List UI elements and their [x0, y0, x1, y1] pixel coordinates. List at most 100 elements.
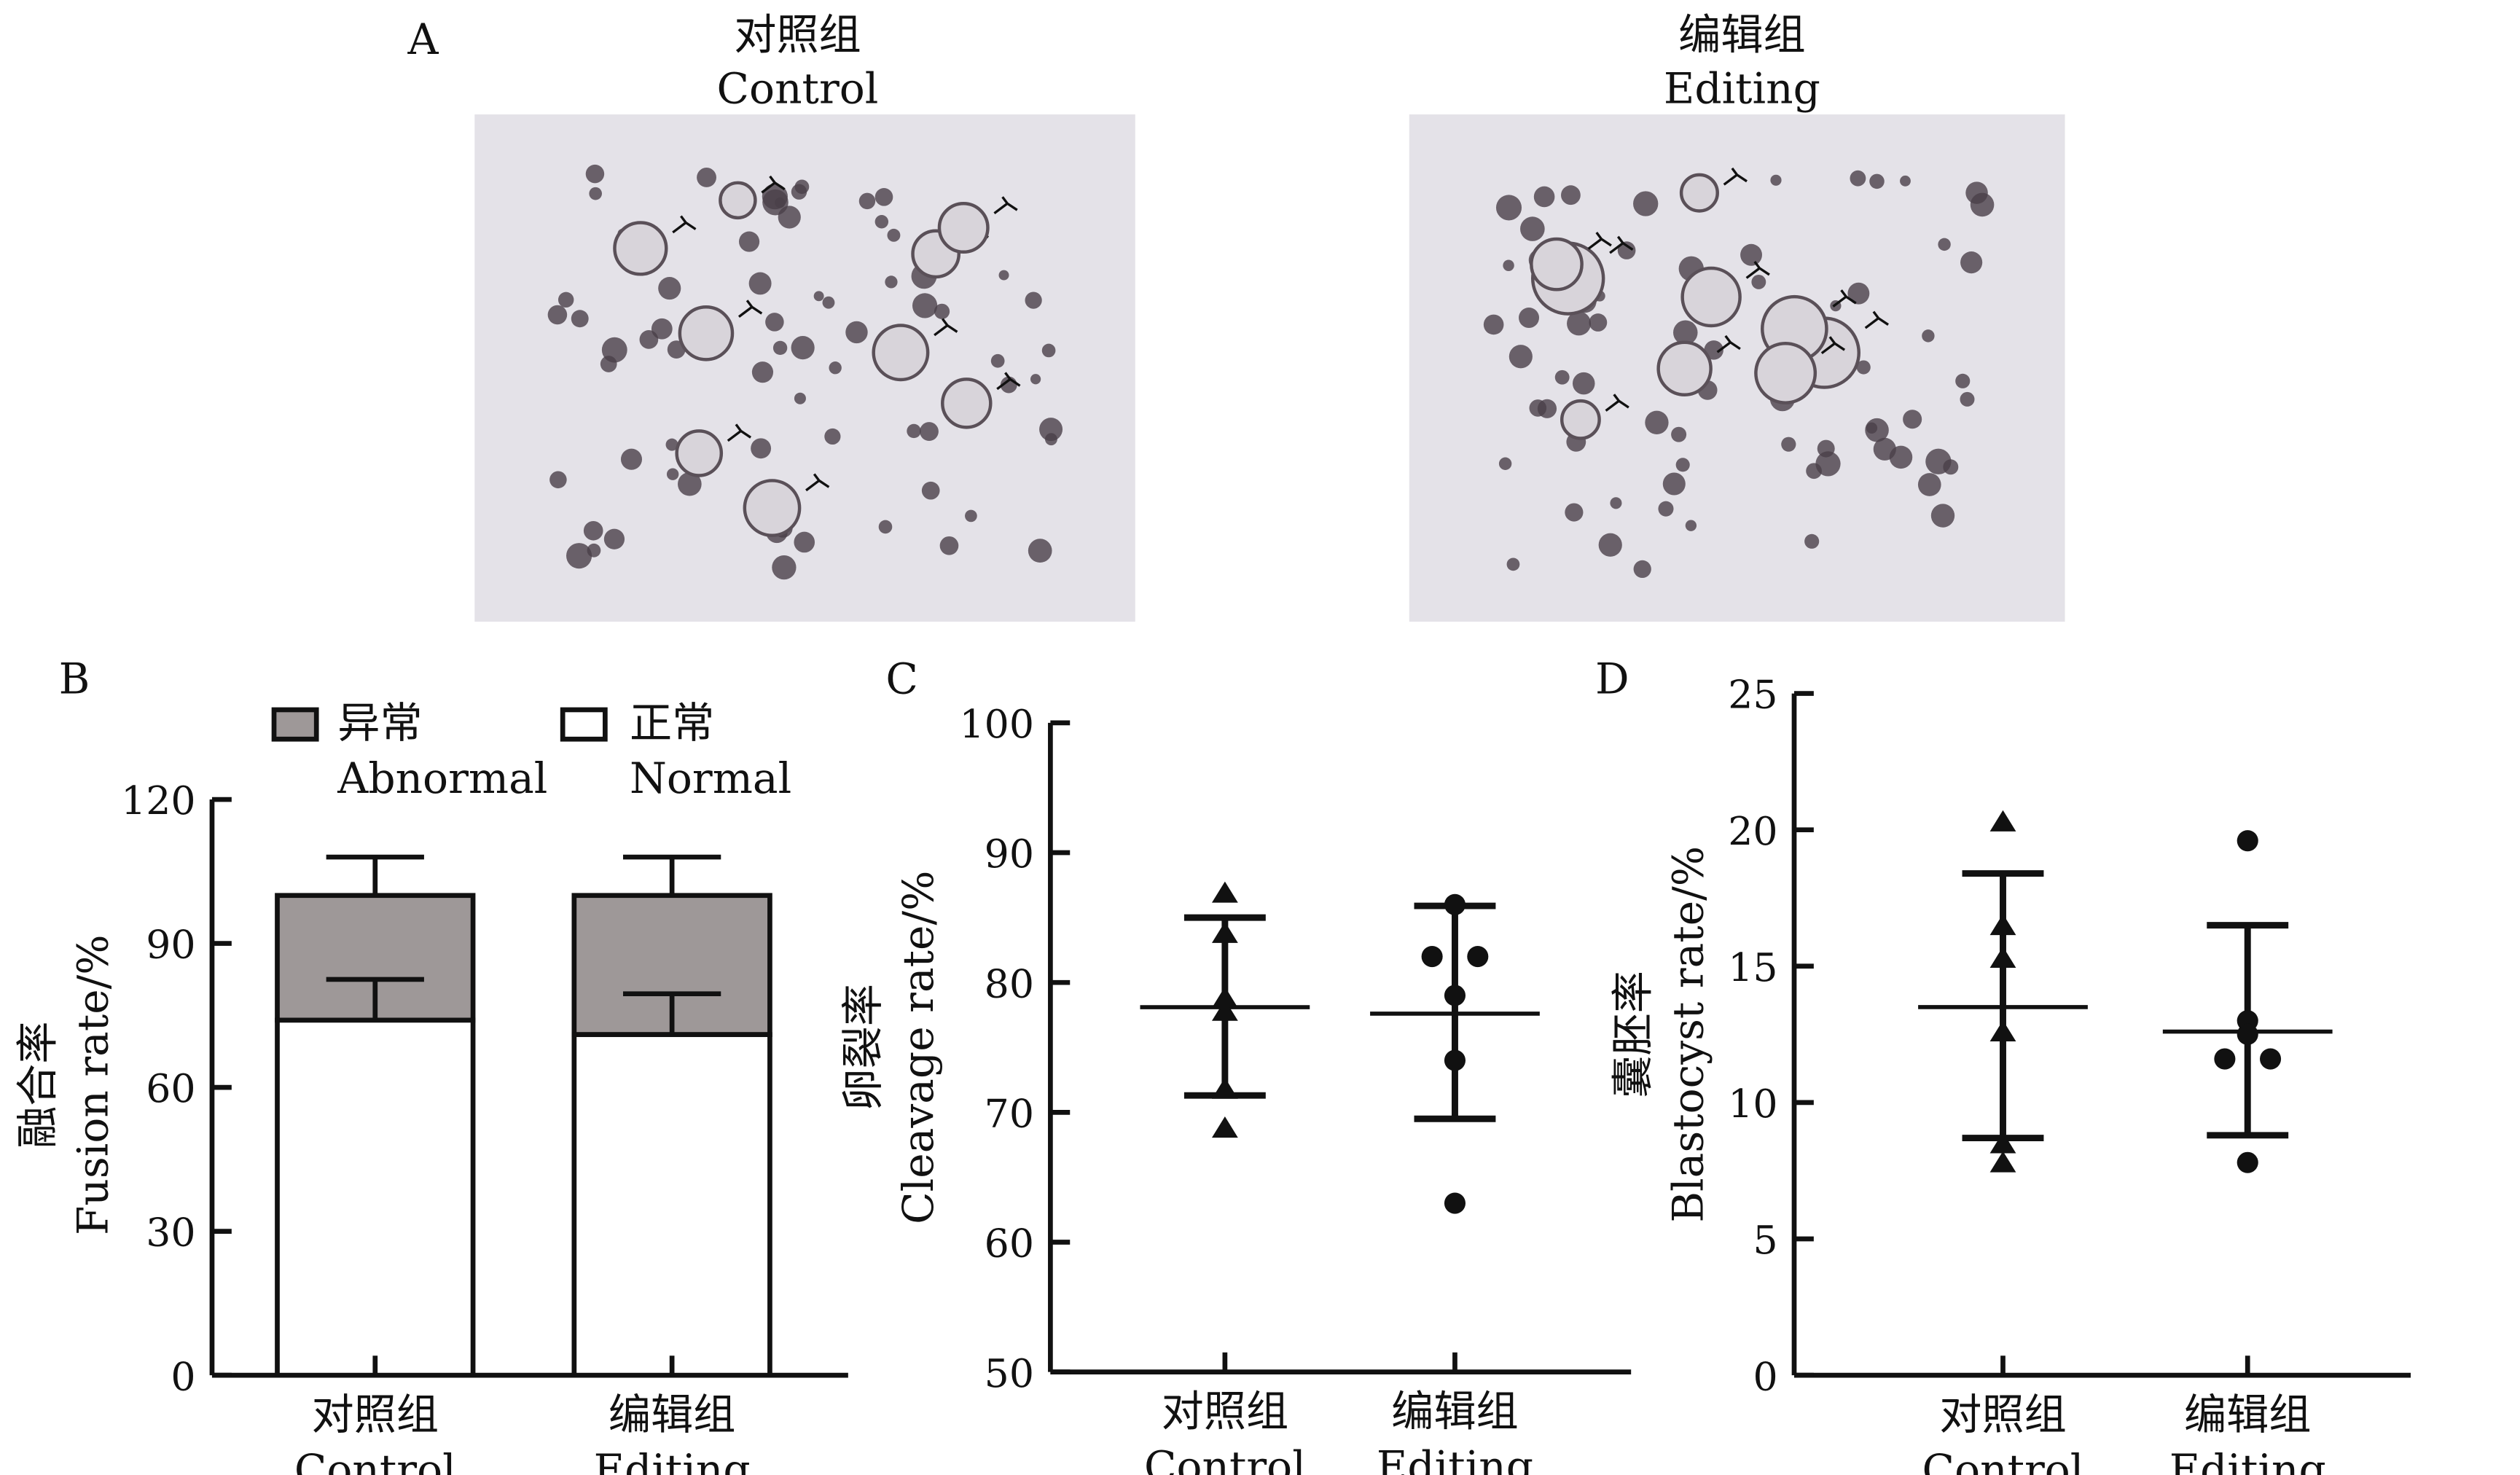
- y-tick-label: 80: [985, 960, 1034, 1006]
- embryo-cell: [920, 422, 939, 442]
- embryo-cell: [1658, 501, 1674, 517]
- embryo-cell: [1955, 373, 1971, 388]
- data-point-triangle: [1989, 913, 2016, 936]
- embryo-cell: [571, 310, 589, 328]
- y-tick-label: 30: [146, 1210, 195, 1256]
- embryo-cell: [1498, 457, 1512, 470]
- blastocyst: [1680, 266, 1742, 328]
- x-tick-label-en: Control: [294, 1445, 456, 1475]
- embryo-cell: [1740, 243, 1762, 266]
- embryo-cell: [1633, 191, 1659, 216]
- embryo-cell: [824, 428, 841, 445]
- embryo-cell: [1965, 181, 1988, 204]
- embryo-cell: [1572, 372, 1595, 395]
- x-tick-label-en: Editing: [2169, 1445, 2326, 1475]
- photo-title-en-editing: Editing: [1664, 63, 1820, 113]
- embryo-cell: [1537, 399, 1557, 418]
- legend-abnormal-cn: 异常: [337, 698, 422, 748]
- embryo-cell: [813, 291, 824, 302]
- embryo-cell: [566, 543, 592, 569]
- arrow-icon: [993, 196, 1018, 215]
- chart-b-fusion-rate: 0 30 60 90 120 融合率 Fusion rate/% 对照组 Control 编辑组 E…: [13, 778, 848, 1475]
- data-point-circle: [2237, 1023, 2258, 1045]
- data-point-circle: [1444, 985, 1466, 1006]
- data-point-circle: [1444, 1049, 1466, 1071]
- data-point-triangle: [1211, 921, 1238, 943]
- panel-label-c: C: [885, 654, 918, 704]
- blastocyst: [1656, 340, 1713, 396]
- embryo-cell: [1671, 426, 1687, 442]
- embryo-cell: [1866, 422, 1878, 434]
- embryo-cell: [1903, 410, 1922, 429]
- embryo-cell: [1598, 533, 1622, 557]
- embryo-cell: [874, 188, 893, 206]
- data-point-triangle: [1211, 1116, 1238, 1138]
- bar-normal: [571, 1032, 772, 1378]
- blastocyst: [872, 324, 930, 382]
- y-tick-label: 5: [1753, 1217, 1777, 1263]
- photo-title-cn-control: 对照组: [734, 9, 861, 59]
- embryo-cell: [885, 275, 898, 289]
- embryo-cell: [1815, 451, 1841, 477]
- y-tick-label: 0: [171, 1353, 195, 1399]
- embryo-cell: [1675, 458, 1690, 472]
- x-tick-label-en: Editing: [1377, 1442, 1533, 1475]
- blastocyst: [1530, 237, 1584, 292]
- data-point-triangle: [1211, 1077, 1238, 1099]
- embryo-cell: [1856, 360, 1871, 375]
- embryo-cell: [1506, 557, 1520, 571]
- embryo-cell: [791, 336, 815, 360]
- embryo-cell: [1041, 343, 1056, 358]
- legend-normal-en: Normal: [630, 754, 791, 803]
- data-point-triangle: [1989, 1020, 2016, 1042]
- data-point-circle: [1444, 893, 1466, 915]
- embryo-cell: [1039, 418, 1063, 442]
- arrow-icon: [1745, 261, 1770, 279]
- embryo-cell: [1633, 560, 1651, 579]
- x-tick-label-cn: 对照组: [1162, 1387, 1289, 1436]
- y-tick-label: 70: [985, 1090, 1034, 1136]
- data-point-triangle: [1989, 946, 2016, 968]
- embryo-cell: [794, 531, 815, 553]
- embryo-cell: [1030, 374, 1041, 385]
- embryo-cell: [1850, 170, 1866, 187]
- micrograph-editing: [1409, 114, 2065, 622]
- data-point-circle: [1444, 1192, 1466, 1214]
- y-tick-label: 120: [121, 778, 196, 823]
- embryo-cell: [1685, 520, 1697, 531]
- panel-label-b: B: [59, 654, 90, 704]
- photo-title-en-control: Control: [717, 63, 879, 113]
- embryo-cell: [845, 321, 868, 344]
- embryo-cell: [1960, 251, 1983, 274]
- embryo-cell: [772, 340, 788, 356]
- embryo-cell: [1930, 504, 1955, 528]
- x-tick-label-cn: 对照组: [312, 1390, 439, 1439]
- blastocyst: [937, 202, 990, 254]
- blastocyst: [941, 377, 993, 429]
- embryo-cell: [1554, 369, 1570, 385]
- embryo-cell: [791, 184, 807, 200]
- blastocyst: [1560, 399, 1601, 440]
- data-point-circle: [2214, 1048, 2236, 1070]
- embryo-cell: [1533, 186, 1555, 208]
- embryo-cell: [557, 292, 574, 308]
- x-tick-label-cn: 编辑组: [1391, 1387, 1519, 1436]
- arrow-icon: [1723, 167, 1748, 186]
- embryo-cell: [1565, 503, 1584, 522]
- embryo-cell: [587, 543, 601, 557]
- embryo-cell: [1028, 539, 1052, 563]
- arrow-icon: [1820, 336, 1846, 355]
- arrow-icon: [1716, 334, 1741, 353]
- embryo-cell: [585, 164, 605, 184]
- embryo-cell: [1922, 329, 1935, 343]
- embryo-cell: [1804, 533, 1820, 549]
- embryo-cell: [887, 228, 901, 242]
- embryo-cell: [1817, 439, 1835, 458]
- blastocyst: [719, 181, 757, 220]
- legend-normal-cn: 正常: [630, 698, 714, 748]
- embryo-cell: [934, 303, 950, 319]
- arrow-icon: [761, 175, 786, 194]
- y-tick-label: 0: [1753, 1353, 1777, 1399]
- embryo-cell: [878, 520, 893, 534]
